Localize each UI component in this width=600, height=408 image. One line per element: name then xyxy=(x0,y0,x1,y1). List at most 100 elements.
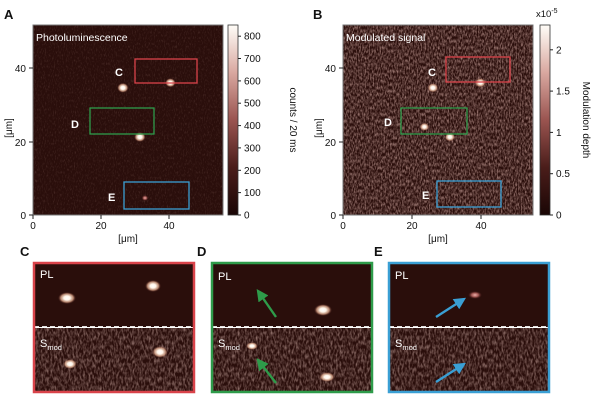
pl-x-tick-20: 20 xyxy=(95,221,107,232)
mod-map-noise xyxy=(343,25,533,215)
box-label-e-mod: E xyxy=(422,190,429,202)
c-smod-spot-1 xyxy=(63,359,77,369)
e-smod-noise xyxy=(389,328,549,392)
d-smod-noise xyxy=(212,328,372,392)
box-d-mod xyxy=(400,107,468,135)
mod-colorbar-tick-label-1: 0.5 xyxy=(556,169,570,180)
d-pl-label: PL xyxy=(218,271,231,283)
box-label-e: E xyxy=(108,192,115,204)
d-smod-spot-1 xyxy=(246,342,258,350)
mod-x-tick-20: 20 xyxy=(406,221,418,232)
box-label-c: C xyxy=(115,67,123,79)
panel-letter-a: A xyxy=(4,7,14,22)
e-smod-arrow xyxy=(435,362,467,384)
e-pl-label: PL xyxy=(395,270,408,282)
mod-spot-1 xyxy=(427,83,439,93)
box-label-d-mod: D xyxy=(384,117,392,129)
box-d xyxy=(89,107,155,135)
pl-map-spots xyxy=(117,78,176,201)
c-smod-label: Smod xyxy=(40,338,62,352)
mod-spot-3 xyxy=(444,132,456,142)
pl-colorbar-tick-label-8: 800 xyxy=(244,32,261,43)
mod-x-tick-0: 0 xyxy=(340,221,346,232)
pl-colorbar-ticks: 0 100 200 300 400 500 600 700 800 xyxy=(238,32,261,222)
c-smod-noise xyxy=(34,328,194,392)
pl-x-tick-0: 0 xyxy=(30,221,36,232)
box-c xyxy=(134,58,198,84)
pl-y-tick-40: 40 xyxy=(15,64,27,75)
d-pl-arrow xyxy=(256,289,277,318)
pl-colorbar-label: counts / 20 ms xyxy=(287,87,298,152)
mod-spot-2 xyxy=(474,77,486,88)
pl-map-noise xyxy=(33,25,223,215)
panel-letter-c: C xyxy=(20,244,30,259)
pl-y-axis-label: [μm] xyxy=(4,118,15,138)
box-label-c-mod: C xyxy=(428,67,436,79)
panel-b: B Modulated signal C D E 0 20 40 0 20 40… xyxy=(313,7,591,245)
c-smod-spot-2 xyxy=(152,346,168,358)
pl-colorbar-tick-label-2: 200 xyxy=(244,166,261,177)
c-pl-label: PL xyxy=(40,269,53,281)
pl-map-frame xyxy=(32,24,224,216)
mod-y-axis-label: [μm] xyxy=(314,118,325,138)
pl-x-tick-40: 40 xyxy=(163,221,175,232)
mod-map-title: Modulated signal xyxy=(346,32,425,44)
d-smod-arrow xyxy=(256,358,277,384)
pl-map-title: Photoluminescence xyxy=(36,32,128,44)
panel-letter-e: E xyxy=(374,244,383,259)
mod-map-axes: 0 20 40 0 20 40 [μm] [μm] xyxy=(314,64,487,245)
pl-map-axes: 0 20 40 0 20 40 [μm] [μm] xyxy=(4,64,175,245)
d-smod-label: Smod xyxy=(218,338,240,352)
mod-y-tick-0: 0 xyxy=(330,211,336,222)
c-frame xyxy=(32,261,196,394)
box-e-mod xyxy=(436,180,502,208)
d-smod-spot-2 xyxy=(319,372,335,382)
c-pl-spot-2 xyxy=(145,280,161,292)
pl-colorbar-gradient xyxy=(227,24,239,216)
mod-colorbar-gradient xyxy=(539,24,551,216)
mod-colorbar-exponent: x10-5 xyxy=(536,8,558,20)
e-frame xyxy=(387,261,551,394)
mod-colorbar-tick-label-4: 2 xyxy=(556,45,562,56)
pl-colorbar-tick-label-7: 700 xyxy=(244,54,261,65)
pl-y-tick-20: 20 xyxy=(15,138,27,149)
mod-y-tick-20: 20 xyxy=(325,138,337,149)
mod-colorbar-tick-label-3: 1.5 xyxy=(556,87,570,98)
pl-colorbar-tick-label-1: 100 xyxy=(244,188,261,199)
mod-map-spots xyxy=(419,77,486,142)
panel-e: E PL Smod xyxy=(374,244,551,394)
panel-a: A Photoluminescence C D E 0 20 40 0 20 4… xyxy=(4,7,298,245)
pl-spot-4 xyxy=(141,195,149,201)
panel-c: C PL Smod xyxy=(20,244,196,394)
panel-d: D PL Smod xyxy=(197,244,374,394)
box-label-d: D xyxy=(71,119,79,131)
e-pl-arrow xyxy=(435,297,467,319)
pl-colorbar: 0 100 200 300 400 500 600 700 800 counts / 20 ms xyxy=(227,24,298,222)
mod-colorbar-tick-label-2: 1 xyxy=(556,128,562,139)
e-pl-spot xyxy=(468,291,482,299)
e-smod-label: Smod xyxy=(395,338,417,352)
pl-x-axis-label: [μm] xyxy=(118,234,138,245)
pl-colorbar-tick-label-3: 300 xyxy=(244,143,261,154)
mod-colorbar-label: Modulation depth xyxy=(580,82,591,159)
pl-colorbar-tick-label-4: 400 xyxy=(244,121,261,132)
box-c-mod xyxy=(445,56,511,83)
pl-y-tick-0: 0 xyxy=(20,211,26,222)
c-pl-spot-1 xyxy=(58,292,76,304)
mod-colorbar: 0 0.5 1 1.5 2 x10-5 Modulation depth xyxy=(536,8,591,222)
mod-map-frame xyxy=(342,24,534,216)
pl-spot-1 xyxy=(117,82,129,93)
pl-colorbar-tick-label-5: 500 xyxy=(244,99,261,110)
mod-spot-4 xyxy=(419,122,430,131)
d-pl-image xyxy=(212,263,372,327)
panel-letter-d: D xyxy=(197,244,206,259)
box-e xyxy=(123,181,190,210)
mod-colorbar-ticks: 0 0.5 1 1.5 2 xyxy=(550,45,570,222)
mod-x-tick-40: 40 xyxy=(475,221,487,232)
pl-colorbar-tick-label-6: 600 xyxy=(244,76,261,87)
c-pl-image xyxy=(34,263,194,327)
d-frame xyxy=(210,261,374,394)
mod-x-axis-label: [μm] xyxy=(428,234,448,245)
mod-colorbar-tick-label-0: 0 xyxy=(556,211,562,222)
